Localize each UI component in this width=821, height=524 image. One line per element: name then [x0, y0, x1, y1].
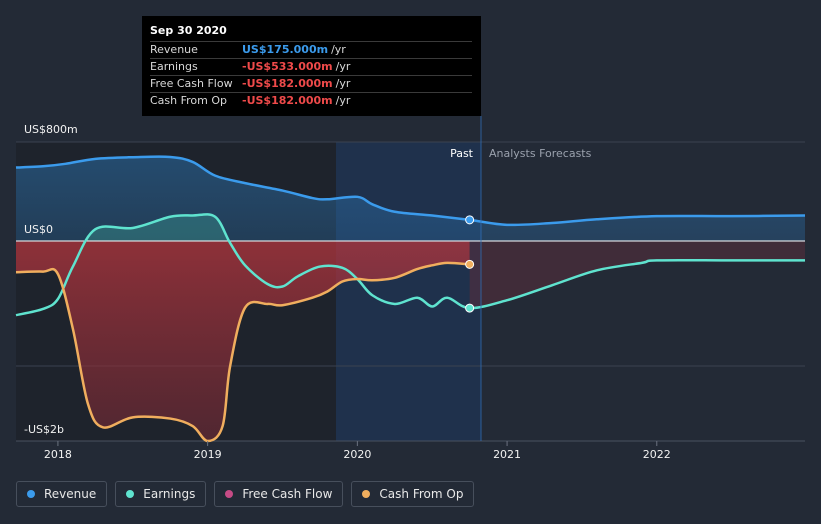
- tooltip-row-earnings: Earnings -US$533.000m /yr: [150, 58, 472, 75]
- tooltip-unit: /yr: [335, 77, 351, 90]
- legend-label: Cash From Op: [379, 487, 464, 501]
- tooltip-label: Earnings: [150, 60, 198, 73]
- tooltip-value: -US$182.000m: [242, 77, 333, 90]
- tooltip-unit: /yr: [335, 60, 351, 73]
- tooltip: Sep 30 2020 Revenue US$175.000m /yr Earn…: [142, 16, 481, 116]
- legend-dot-icon: [27, 490, 35, 498]
- y-tick-label-zero: US$0: [24, 223, 54, 236]
- legend-label: Revenue: [44, 487, 97, 501]
- tooltip-label: Revenue: [150, 43, 198, 56]
- earnings-line: [15, 213, 805, 317]
- cash-from-op-area: [16, 241, 470, 441]
- tooltip-row-revenue: Revenue US$175.000m /yr: [150, 41, 472, 58]
- earnings-marker: [465, 303, 475, 313]
- tooltip-value: -US$533.000m: [242, 60, 333, 73]
- revenue-area: [16, 156, 805, 242]
- y-tick-label-top: US$800m: [24, 123, 78, 136]
- legend-label: Earnings: [143, 487, 196, 501]
- forecast-label: Analysts Forecasts: [489, 147, 592, 160]
- legend-item-cash-from-op[interactable]: Cash From Op: [351, 481, 475, 507]
- legend: Revenue Earnings Free Cash Flow Cash Fro…: [16, 481, 475, 507]
- x-tick-label: 2022: [643, 448, 671, 461]
- y-tick-label-bottom: -US$2b: [24, 423, 64, 436]
- tooltip-unit: /yr: [335, 94, 351, 107]
- past-band-highlight: [336, 142, 481, 441]
- tooltip-unit: /yr: [331, 43, 346, 56]
- earnings-area: [85, 214, 230, 241]
- revenue-marker: [465, 215, 475, 225]
- legend-dot-icon: [126, 490, 135, 498]
- cash-from-op-marker: [465, 259, 475, 269]
- x-tick-label: 2018: [44, 448, 72, 461]
- cash-from-op-line: [15, 261, 470, 443]
- tooltip-row-fcf: Free Cash Flow -US$182.000m /yr: [150, 75, 472, 92]
- legend-item-revenue[interactable]: Revenue: [16, 481, 108, 507]
- x-tick-label: 2020: [343, 448, 371, 461]
- tooltip-value: US$175.000m: [242, 43, 329, 56]
- legend-dot-icon: [225, 490, 234, 498]
- legend-label: Free Cash Flow: [242, 487, 333, 501]
- tooltip-label: Cash From Op: [150, 94, 228, 107]
- tooltip-date: Sep 30 2020: [150, 24, 227, 37]
- past-label: Past: [450, 147, 474, 160]
- tooltip-row-cfo: Cash From Op -US$182.000m /yr: [150, 92, 472, 109]
- x-tick-label: 2021: [493, 448, 521, 461]
- x-tick-label: 2019: [194, 448, 222, 461]
- legend-item-earnings[interactable]: Earnings: [115, 481, 207, 507]
- legend-dot-icon: [362, 490, 371, 498]
- earnings-forecast-area: [469, 241, 805, 309]
- revenue-line: [15, 155, 806, 227]
- tooltip-value: -US$182.000m: [242, 94, 333, 107]
- tooltip-label: Free Cash Flow: [150, 77, 233, 90]
- legend-item-free-cash-flow[interactable]: Free Cash Flow: [214, 481, 344, 507]
